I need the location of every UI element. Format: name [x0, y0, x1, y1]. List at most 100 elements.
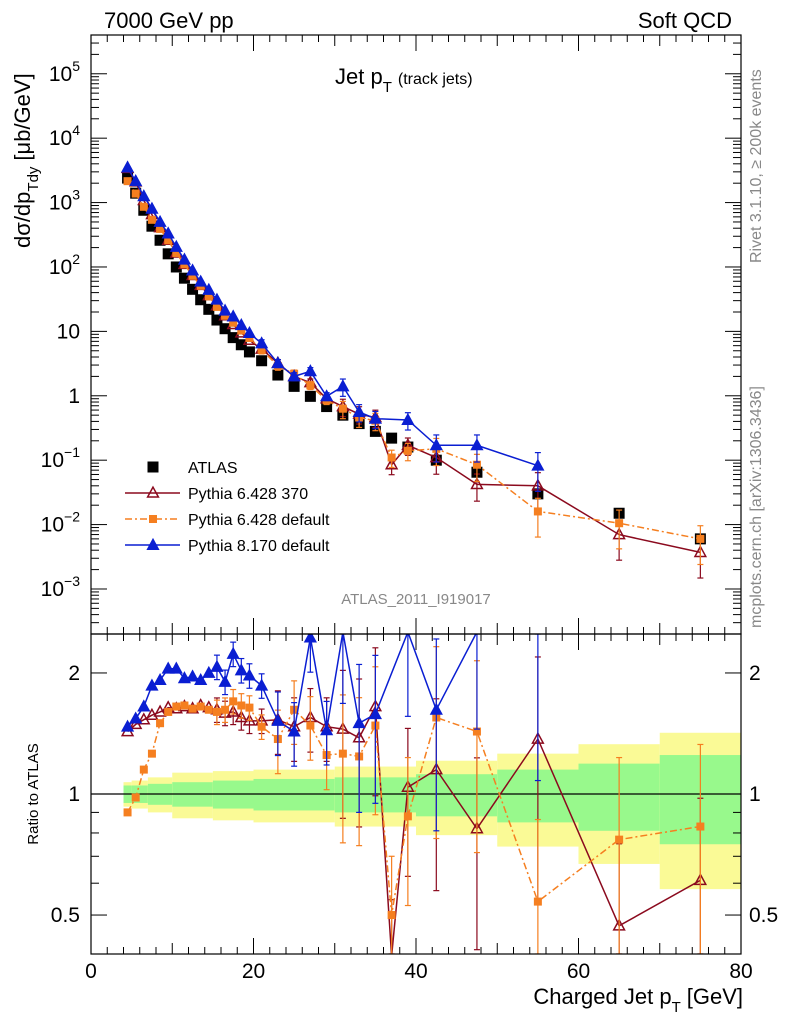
main-data-point — [153, 214, 167, 227]
legend-label: Pythia 6.428 default — [188, 512, 330, 529]
main-data-point — [304, 390, 316, 402]
ratio-data-point — [234, 663, 248, 676]
legend-marker — [146, 537, 160, 550]
main-data-point — [403, 446, 412, 455]
legend-marker — [147, 461, 159, 473]
ratio-data-point — [234, 710, 248, 723]
ratio-data-point — [368, 706, 382, 720]
ratio-data-point — [123, 808, 132, 817]
main-data-point — [162, 248, 174, 260]
ratio-data-point — [164, 707, 173, 716]
main-data-point — [219, 323, 231, 335]
main-y-tick-mantissa: 10 — [49, 63, 72, 86]
legend-entry: ATLAS — [147, 460, 238, 477]
main-data-point — [154, 234, 166, 246]
ratio-data-point — [194, 672, 208, 686]
ratio-data-point — [287, 724, 301, 737]
ratio-band-inner — [416, 774, 498, 817]
x-tick-label: 0 — [85, 960, 97, 983]
main-series-line — [126, 167, 539, 467]
ratio-data-point — [306, 721, 315, 730]
ratio-data-point — [137, 699, 151, 712]
main-data-point — [194, 274, 208, 287]
x-tick-label: 80 — [729, 960, 752, 983]
main-series-2 — [123, 177, 705, 566]
ratio-series — [120, 634, 708, 954]
legend-label: ATLAS — [188, 460, 238, 477]
main-data-point — [369, 425, 381, 437]
main-data-point — [429, 438, 443, 451]
main-data-point — [177, 252, 192, 265]
legend-entry: Pythia 6.428 default — [125, 512, 330, 529]
main-data-point — [147, 215, 156, 224]
main-data-point — [386, 432, 398, 444]
main-data-point — [696, 534, 705, 543]
main-y-tick-exponent: 4 — [72, 122, 80, 138]
main-data-point — [321, 401, 333, 413]
main-data-point — [235, 339, 247, 351]
main-y-tick-mantissa: 10 — [57, 320, 80, 343]
ratio-data-point — [156, 719, 165, 728]
main-data-point — [256, 355, 268, 367]
ratio-data-point — [145, 707, 159, 721]
x-tick-label: 40 — [404, 960, 427, 983]
ratio-band-inner — [253, 778, 335, 811]
main-y-tick-mantissa: 10 — [41, 449, 64, 472]
ratio-series-1 — [123, 646, 705, 954]
main-data-point — [146, 220, 158, 232]
main-y-tick-label: 10 — [57, 320, 80, 343]
main-data-point — [368, 411, 382, 424]
main-data-point — [229, 318, 238, 327]
main-data-point — [139, 202, 148, 211]
main-data-point — [272, 369, 284, 381]
ratio-data-point — [472, 727, 481, 736]
main-data-point — [615, 519, 624, 528]
ratio-data-point — [131, 793, 140, 802]
main-data-point — [203, 303, 215, 315]
main-y-tick-label: 10−3 — [41, 573, 81, 601]
legend-label: Pythia 8.170 default — [188, 538, 330, 555]
main-data-point — [227, 332, 239, 344]
main-y-tick-label: 102 — [49, 251, 80, 279]
main-data-point — [164, 236, 173, 245]
ratio-data-point — [226, 704, 240, 717]
main-data-point — [131, 189, 140, 198]
ratio-data-point — [237, 701, 246, 710]
main-data-point — [234, 317, 248, 331]
ratio-data-point — [403, 812, 412, 821]
ratio-data-point — [303, 634, 317, 643]
main-data-point — [218, 303, 232, 316]
ratio-data-point — [429, 702, 443, 715]
ratio-data-point — [271, 713, 285, 726]
main-data-point — [226, 309, 240, 322]
x-label-sub: T — [672, 999, 681, 1016]
main-data-point — [156, 224, 165, 233]
main-y-tick-label: 10−2 — [41, 509, 81, 537]
ratio-data-point — [533, 897, 542, 906]
ratio-y-tick-label-right: 0.5 — [749, 904, 778, 927]
main-y-tick-mantissa: 10 — [41, 514, 64, 537]
ratio-y-tick-label: 1 — [68, 783, 80, 806]
ratio-y-tick-label-right: 1 — [749, 783, 761, 806]
main-title: Jet pT (track jets) — [335, 64, 473, 96]
main-data-point — [320, 389, 334, 402]
ratio-data-point — [172, 702, 181, 711]
main-y-label-main: dσ/dp — [10, 192, 35, 248]
main-y-tick-exponent: 5 — [72, 58, 80, 74]
main-data-point — [531, 458, 545, 471]
main-data-point — [533, 507, 542, 516]
x-tick-label: 20 — [242, 960, 265, 983]
ratio-y-axis-label: Ratio to ATLAS — [25, 743, 42, 844]
main-y-tick-exponent: −2 — [64, 509, 80, 525]
main-y-tick-mantissa: 10 — [49, 192, 72, 215]
ratio-data-point — [615, 835, 624, 844]
main-data-point — [306, 381, 315, 390]
legend-label: Pythia 6.428 370 — [188, 486, 308, 503]
ratio-data-point — [202, 665, 216, 678]
ratio-data-point — [257, 722, 266, 731]
main-data-point — [161, 226, 175, 239]
x-tick-label: 60 — [567, 960, 590, 983]
main-data-point — [303, 364, 317, 377]
ratio-data-point — [188, 704, 197, 713]
